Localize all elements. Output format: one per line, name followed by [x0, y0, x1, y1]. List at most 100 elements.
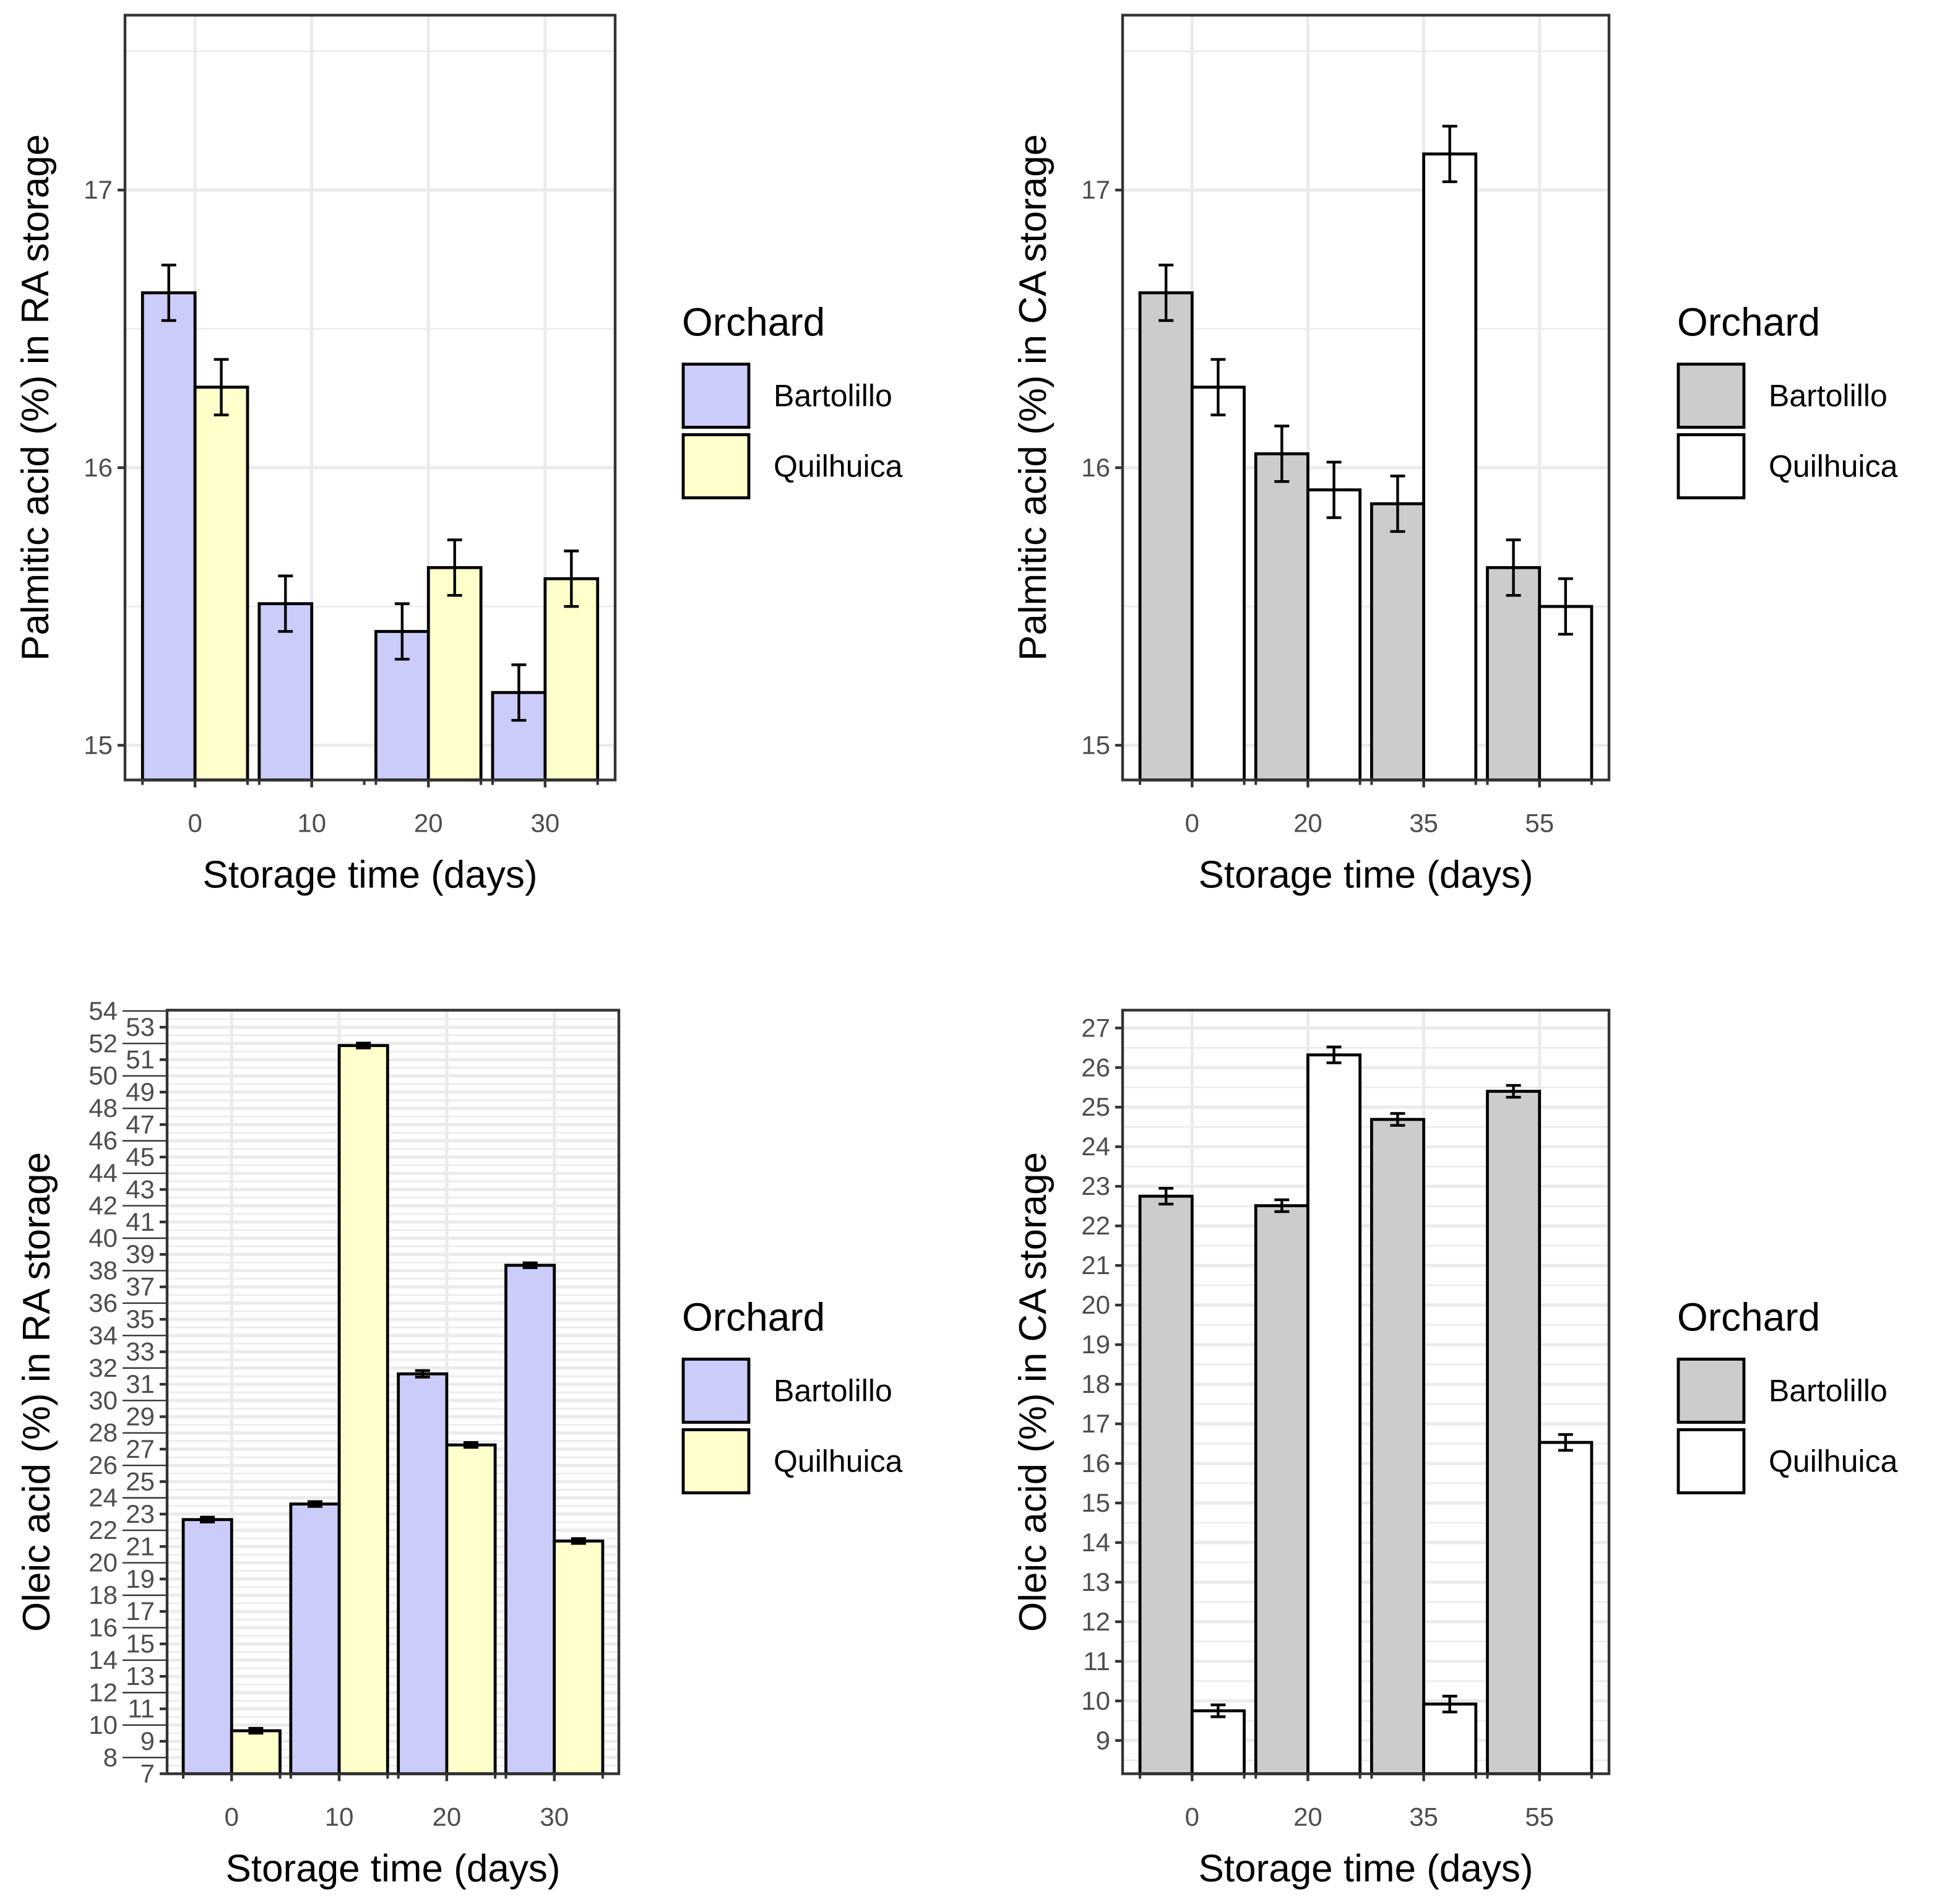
- error-bar: [415, 1369, 430, 1379]
- bar-quilhuica: [553, 1539, 605, 1775]
- x-tick-label: 30: [540, 1803, 569, 1832]
- x-axis-title: Storage time (days): [1199, 854, 1534, 897]
- y-tick-label: 10: [88, 1710, 118, 1739]
- error-bar: [214, 358, 229, 416]
- y-tick-label: 16: [84, 453, 113, 482]
- x-tick-label: 20: [433, 1803, 462, 1832]
- chart-oleic-ra: 789 10 11 12 13 14 15 16 17 18 19 20 21 22 23 24 25 26 27 2…: [15, 996, 903, 1890]
- y-tick-label: 29: [126, 1402, 155, 1431]
- x-tick-label: 10: [297, 809, 326, 838]
- y-tick-label: 38: [88, 1256, 118, 1285]
- y-tick-label: 44: [88, 1158, 118, 1187]
- error-bar: [564, 549, 579, 608]
- y-tick-label: 18: [88, 1580, 118, 1609]
- error-bar: [1390, 475, 1405, 533]
- y-tick-label: 26: [1081, 1053, 1110, 1082]
- bar-bartolillo: [397, 1372, 449, 1775]
- error-bar: [511, 663, 527, 722]
- panel-border: [1121, 1009, 1611, 1775]
- error-bar: [1506, 1083, 1521, 1099]
- error-bar: [1558, 1433, 1573, 1452]
- error-bar: [1326, 1045, 1342, 1064]
- error-bar: [307, 1500, 322, 1508]
- bar-quilhuica: [426, 566, 483, 782]
- error-bar: [1210, 358, 1226, 416]
- error-bar: [1274, 1198, 1290, 1213]
- x-tick-label: 55: [1525, 809, 1554, 838]
- y-tick-label: 24: [1081, 1132, 1110, 1161]
- bar-quilhuica: [193, 386, 249, 782]
- x-tick-label: 55: [1525, 1803, 1554, 1832]
- error-bar: [1506, 538, 1521, 597]
- y-tick-label: 14: [88, 1645, 118, 1674]
- y-tick-label: 16: [88, 1613, 118, 1642]
- x-axis-title: Storage time (days): [226, 1848, 561, 1890]
- bar-bartolillo: [140, 291, 197, 782]
- legend-key-quilhuica: [1676, 433, 1746, 499]
- y-tick-label: 53: [126, 1012, 155, 1041]
- x-tick-label: 0: [1185, 809, 1199, 838]
- y-tick-label: 22: [88, 1515, 118, 1544]
- legend-title: Orchard: [682, 300, 825, 345]
- bar-quilhuica: [1306, 1053, 1362, 1775]
- bar-bartolillo: [1486, 1090, 1542, 1775]
- y-tick-label: 17: [1081, 1409, 1110, 1438]
- bar-bartolillo: [1370, 502, 1425, 782]
- bar-quilhuica: [543, 577, 600, 782]
- y-tick-label: 34: [88, 1320, 118, 1350]
- panel-border: [123, 14, 617, 782]
- error-bar: [464, 1441, 479, 1449]
- legend-key-quilhuica: [1676, 1428, 1746, 1494]
- legend: Orchard Bartolillo Quilhuica: [681, 1295, 903, 1494]
- y-tick-label: 45: [126, 1142, 155, 1171]
- bar-quilhuica: [1422, 152, 1478, 782]
- x-tick-label: 0: [225, 1803, 239, 1832]
- y-tick-label: 9: [1096, 1726, 1110, 1755]
- error-bar: [1326, 460, 1342, 519]
- bar-bartolillo: [1254, 1204, 1309, 1775]
- chart-palmitic-ra: 15 16 17 0 10 20 30 Storage time (days) Palmitic…: [14, 14, 903, 897]
- y-tick-label: 17: [84, 175, 113, 204]
- y-tick-label: 15: [1081, 1488, 1110, 1517]
- legend-label: Bartolillo: [1769, 1374, 1887, 1408]
- legend: Orchard Bartolillo Quilhuica: [681, 300, 903, 499]
- y-tick-label: 25: [1081, 1092, 1110, 1121]
- legend-label: Quilhuica: [1769, 1444, 1898, 1479]
- y-tick-label: 21: [126, 1531, 155, 1561]
- x-axis-title: Storage time (days): [203, 854, 538, 897]
- x-tick-label: 20: [1293, 809, 1322, 838]
- y-tick-label: 31: [126, 1369, 155, 1398]
- y-axis-title: Oleic acid (%) in CA storage: [1012, 1152, 1055, 1632]
- legend-key-bartolillo: [681, 363, 751, 429]
- y-tick-label: 16: [1081, 453, 1110, 482]
- y-tick-label: 23: [126, 1499, 155, 1528]
- bar-bartolillo: [1254, 452, 1309, 782]
- y-tick-label: 51: [126, 1045, 155, 1074]
- error-bar: [394, 602, 410, 661]
- y-tick-label: 15: [84, 730, 113, 759]
- legend-label: Bartolillo: [774, 379, 892, 413]
- legend-key-quilhuica: [681, 1428, 751, 1494]
- y-tick-label: 27: [1081, 1013, 1110, 1042]
- legend-key-bartolillo: [681, 1358, 751, 1424]
- bar-bartolillo: [1138, 1194, 1194, 1775]
- x-tick-label: 35: [1409, 1803, 1438, 1832]
- x-tick-label: 0: [1185, 1803, 1199, 1832]
- legend-key-bartolillo: [1676, 363, 1746, 429]
- y-tick-label: 40: [88, 1223, 118, 1252]
- y-tick-label: 43: [126, 1174, 155, 1204]
- y-tick-label: 33: [126, 1337, 155, 1366]
- bar-bartolillo: [289, 1502, 341, 1775]
- legend-label: Bartolillo: [1769, 379, 1887, 413]
- y-tick-label: 19: [1081, 1330, 1110, 1359]
- y-tick-label: 30: [88, 1385, 118, 1415]
- legend-key-bartolillo: [1676, 1358, 1746, 1424]
- y-axis-title: Palmitic acid (%) in RA storage: [14, 134, 57, 661]
- y-tick-label: 9: [140, 1726, 155, 1755]
- bar-quilhuica: [445, 1443, 497, 1775]
- y-tick-label: 52: [88, 1028, 118, 1058]
- error-bar: [278, 574, 293, 633]
- y-axis-title: Palmitic acid (%) in CA storage: [1012, 134, 1055, 661]
- legend-title: Orchard: [1677, 300, 1820, 345]
